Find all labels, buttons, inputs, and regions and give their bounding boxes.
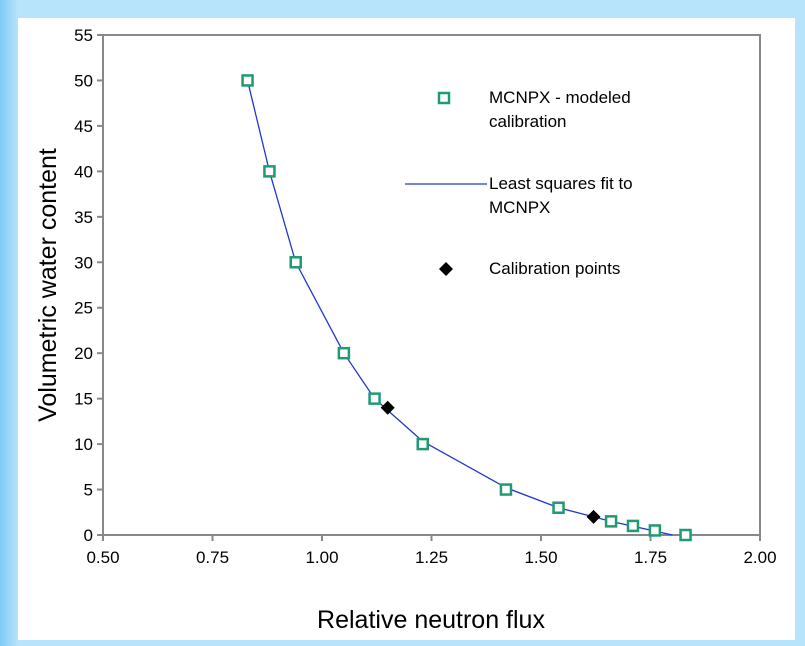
marker-square	[289, 256, 302, 269]
marker-square	[368, 392, 381, 405]
panel	[18, 18, 795, 640]
marker-square	[679, 528, 692, 542]
marker-square	[263, 165, 276, 178]
marker-square	[626, 519, 640, 533]
y-tick-label: 5	[84, 481, 93, 500]
legend-label: MCNPX - modeled calibration	[489, 88, 631, 131]
y-tick-label: 45	[74, 117, 93, 136]
x-tick-label: 2.00	[743, 548, 776, 567]
x-tick-label: 0.50	[86, 548, 119, 567]
fit-line	[246, 80, 673, 536]
y-tick-label: 40	[74, 162, 93, 181]
legend-label: Calibration points	[489, 259, 621, 278]
x-tick-label: 0.75	[196, 548, 229, 567]
legend-marker	[437, 91, 451, 105]
y-tick-label: 35	[74, 208, 93, 227]
marker-square	[241, 74, 254, 87]
x-tick-label: 1.50	[524, 548, 557, 567]
y-tick-label: 55	[74, 26, 93, 45]
marker-square	[648, 524, 662, 537]
y-tick-label: 0	[84, 526, 93, 545]
legend-label: Least squares fit to MCNPX	[489, 174, 633, 217]
y-tick-label: 10	[74, 435, 93, 454]
y-tick-label: 15	[74, 390, 93, 409]
marker-square	[499, 483, 513, 496]
y-axis-label: Volumetric water content	[34, 148, 62, 422]
x-tick-label: 1.25	[415, 548, 448, 567]
legend-marker	[439, 262, 453, 276]
y-tick-label: 25	[74, 299, 93, 318]
y-tick-label: 20	[74, 344, 93, 363]
marker-diamond	[380, 400, 395, 415]
marker-square	[337, 346, 351, 360]
y-tick-label: 30	[74, 253, 93, 272]
marker-square	[552, 501, 565, 514]
x-tick-label: 1.00	[305, 548, 338, 567]
x-axis-label: Relative neutron flux	[317, 606, 545, 634]
marker-square	[416, 437, 429, 451]
marker-square	[604, 515, 618, 528]
marker-diamond	[586, 509, 601, 524]
x-tick-label: 1.75	[634, 548, 667, 567]
y-tick-label: 50	[74, 71, 93, 90]
